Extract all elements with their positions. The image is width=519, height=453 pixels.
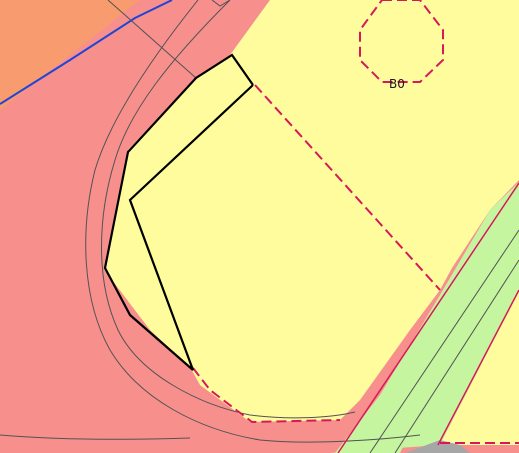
green-strip	[330, 182, 519, 453]
black-parcel-boundary	[103, 53, 254, 371]
gray-diagonal-line	[107, 0, 197, 79]
magenta-dashed-boundary-lower	[192, 367, 341, 424]
magenta-dashed-boundary-diagonal	[254, 84, 441, 291]
green-edge-line-3	[394, 259, 519, 453]
blue-line	[0, 0, 173, 105]
yellow-zone	[105, 0, 519, 422]
magenta-dashed-octagon	[359, 0, 444, 83]
green-edge-line-1	[337, 182, 519, 453]
gray-outline-bottom	[0, 434, 191, 440]
gray-corner-mark	[211, 0, 231, 7]
gray-block	[405, 440, 470, 453]
green-edge-line-2	[369, 229, 519, 453]
gray-outline-outer	[85, 0, 421, 443]
green-edge-line-4	[437, 289, 519, 446]
parcel-number-label: В0	[389, 77, 405, 91]
gray-outline-inner	[101, 0, 356, 419]
green-strip-lower	[335, 210, 519, 453]
